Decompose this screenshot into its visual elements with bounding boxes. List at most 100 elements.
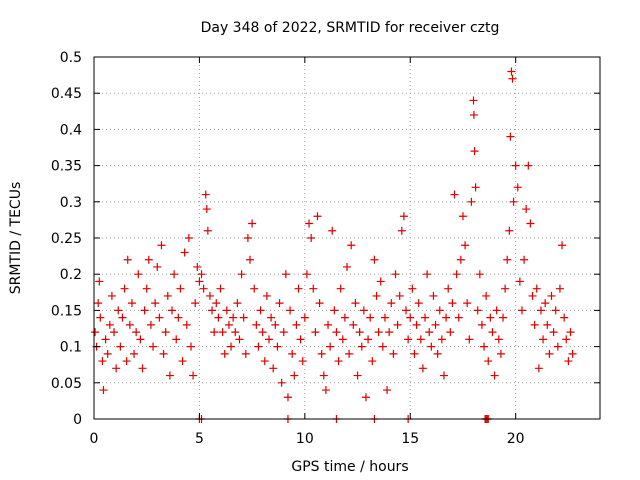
data-point xyxy=(149,342,158,351)
data-point xyxy=(252,320,261,329)
x-tick-label: 5 xyxy=(195,431,204,447)
data-point xyxy=(461,241,470,250)
data-point xyxy=(305,219,314,228)
x-tick-label: 0 xyxy=(90,431,99,447)
data-point xyxy=(467,197,476,206)
y-tick-label: 0.45 xyxy=(51,86,82,102)
data-point xyxy=(324,320,333,329)
data-point xyxy=(506,132,515,141)
data-point xyxy=(254,342,263,351)
data-point xyxy=(288,349,297,358)
data-point xyxy=(258,328,267,337)
data-point xyxy=(543,320,552,329)
data-point xyxy=(425,328,434,337)
data-point xyxy=(216,284,225,293)
data-point xyxy=(237,270,246,279)
data-point xyxy=(132,328,141,337)
data-point xyxy=(311,328,320,337)
data-point xyxy=(189,371,198,380)
data-point xyxy=(334,357,343,366)
data-point xyxy=(524,161,533,170)
data-point xyxy=(357,342,366,351)
data-point xyxy=(136,335,145,344)
data-point xyxy=(241,349,250,358)
data-point xyxy=(412,320,421,329)
data-point xyxy=(508,74,517,83)
data-point xyxy=(326,342,335,351)
data-point xyxy=(159,349,168,358)
data-point xyxy=(470,147,479,156)
data-point xyxy=(191,299,200,308)
data-point xyxy=(275,299,284,308)
data-point xyxy=(319,371,328,380)
data-point xyxy=(256,306,265,315)
data-point xyxy=(307,234,316,242)
data-point xyxy=(469,96,478,105)
data-point xyxy=(355,328,364,337)
data-point xyxy=(313,212,322,221)
data-point xyxy=(300,313,309,322)
data-point xyxy=(359,306,368,315)
data-point xyxy=(473,306,482,315)
data-point xyxy=(202,205,211,214)
data-point xyxy=(560,313,569,322)
data-point xyxy=(477,320,486,329)
y-tick-label: 0 xyxy=(73,412,82,428)
data-point xyxy=(118,313,127,322)
data-point xyxy=(385,328,394,337)
data-point xyxy=(471,183,480,192)
x-tick-label: 20 xyxy=(507,431,525,447)
data-point xyxy=(482,291,491,300)
data-point xyxy=(427,342,436,351)
data-point xyxy=(416,335,425,344)
data-point xyxy=(125,320,134,329)
data-point xyxy=(281,270,290,279)
data-point xyxy=(130,349,139,358)
data-point xyxy=(395,291,404,300)
data-point xyxy=(105,320,114,329)
data-point xyxy=(376,277,385,286)
data-point xyxy=(406,313,415,322)
data-point xyxy=(361,393,370,402)
data-point xyxy=(110,328,119,337)
data-point xyxy=(566,328,575,337)
data-point xyxy=(212,299,221,308)
data-point xyxy=(134,270,143,279)
data-point xyxy=(138,364,147,373)
data-point xyxy=(243,234,252,242)
data-point xyxy=(463,299,472,308)
data-point xyxy=(309,284,318,293)
data-point xyxy=(393,320,402,329)
data-point xyxy=(452,270,461,279)
data-point xyxy=(193,262,202,271)
data-point xyxy=(444,284,453,293)
data-point xyxy=(437,335,446,344)
y-tick-label: 0.1 xyxy=(60,340,82,356)
data-point xyxy=(553,342,562,351)
data-point xyxy=(315,299,324,308)
data-point xyxy=(555,284,564,293)
data-point xyxy=(404,335,413,344)
data-point xyxy=(545,349,554,358)
data-point xyxy=(446,328,455,337)
data-point xyxy=(423,270,432,279)
y-tick-label: 0.25 xyxy=(51,231,82,247)
data-point xyxy=(448,299,457,308)
data-point xyxy=(296,335,305,344)
data-point xyxy=(486,313,495,322)
data-point xyxy=(246,255,255,264)
data-point xyxy=(410,349,419,358)
data-point xyxy=(168,306,177,315)
data-point xyxy=(101,335,110,344)
data-point xyxy=(505,226,514,235)
data-point xyxy=(562,335,571,344)
data-point xyxy=(503,255,512,264)
data-point xyxy=(294,284,303,293)
data-point xyxy=(456,255,465,264)
data-point xyxy=(103,349,112,358)
data-point xyxy=(94,299,103,308)
data-point xyxy=(454,313,463,322)
data-point xyxy=(260,357,269,366)
data-point xyxy=(302,270,311,279)
y-axis-label: SRMTID / TECUs xyxy=(8,182,24,295)
